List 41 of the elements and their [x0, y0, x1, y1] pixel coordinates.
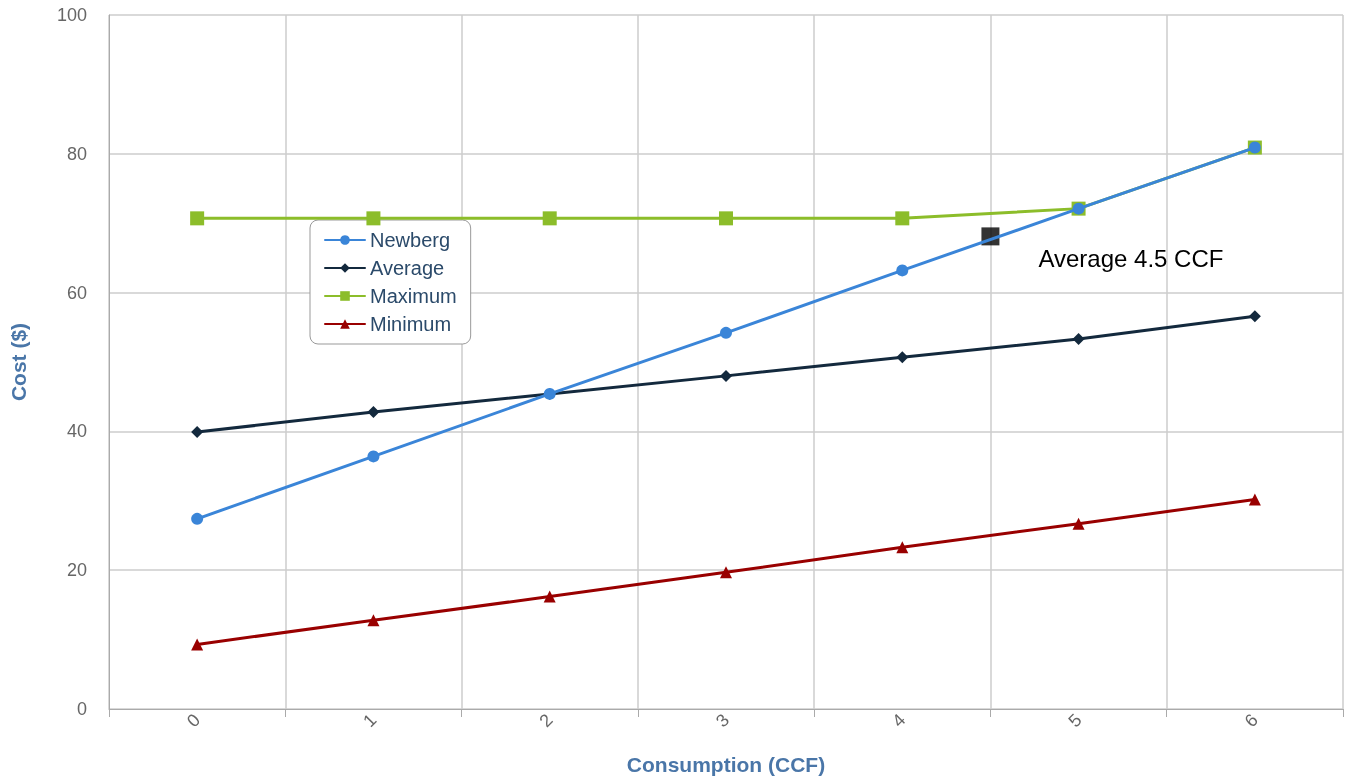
point [1072, 517, 1085, 530]
point [191, 638, 204, 651]
x-axis-title: Consumption (CCF) [626, 753, 826, 776]
point [542, 211, 557, 226]
point [720, 326, 732, 339]
point [896, 264, 909, 277]
point [896, 351, 909, 364]
annotation: Average 4.5 CCF [1038, 244, 1224, 272]
point [895, 211, 910, 226]
point [191, 512, 204, 525]
point [1072, 333, 1085, 346]
legend-label: Maximum [370, 285, 457, 307]
y-tick-label: 20 [66, 560, 87, 581]
y-tick-label: 60 [66, 282, 87, 303]
point [191, 426, 204, 439]
x-tick-label: 3 [711, 709, 734, 732]
point [543, 590, 556, 603]
x-tick-label: 0 [182, 709, 205, 732]
point [1248, 310, 1261, 323]
x-tick-label: 2 [535, 709, 557, 732]
point [719, 211, 733, 226]
point [1248, 493, 1261, 506]
x-tick-label: 4 [888, 709, 910, 732]
point [366, 211, 381, 226]
y-tick-label: 100 [56, 5, 87, 25]
point [720, 566, 732, 579]
y-tick-label: 80 [66, 143, 87, 164]
y-axis-title: Cost ($) [7, 322, 30, 402]
legend-label: Average [370, 257, 445, 279]
point [720, 369, 732, 382]
point [190, 211, 205, 226]
point [367, 450, 380, 463]
point [896, 541, 909, 554]
legend-label: Newberg [370, 229, 451, 251]
x-tick-label: 5 [1064, 709, 1086, 732]
point [367, 614, 380, 627]
x-tick-label: 6 [1240, 709, 1262, 732]
x-tick-label: 1 [359, 709, 381, 732]
y-tick-label: 40 [66, 421, 87, 442]
point [367, 405, 380, 418]
legend-label: Minimum [370, 313, 452, 335]
